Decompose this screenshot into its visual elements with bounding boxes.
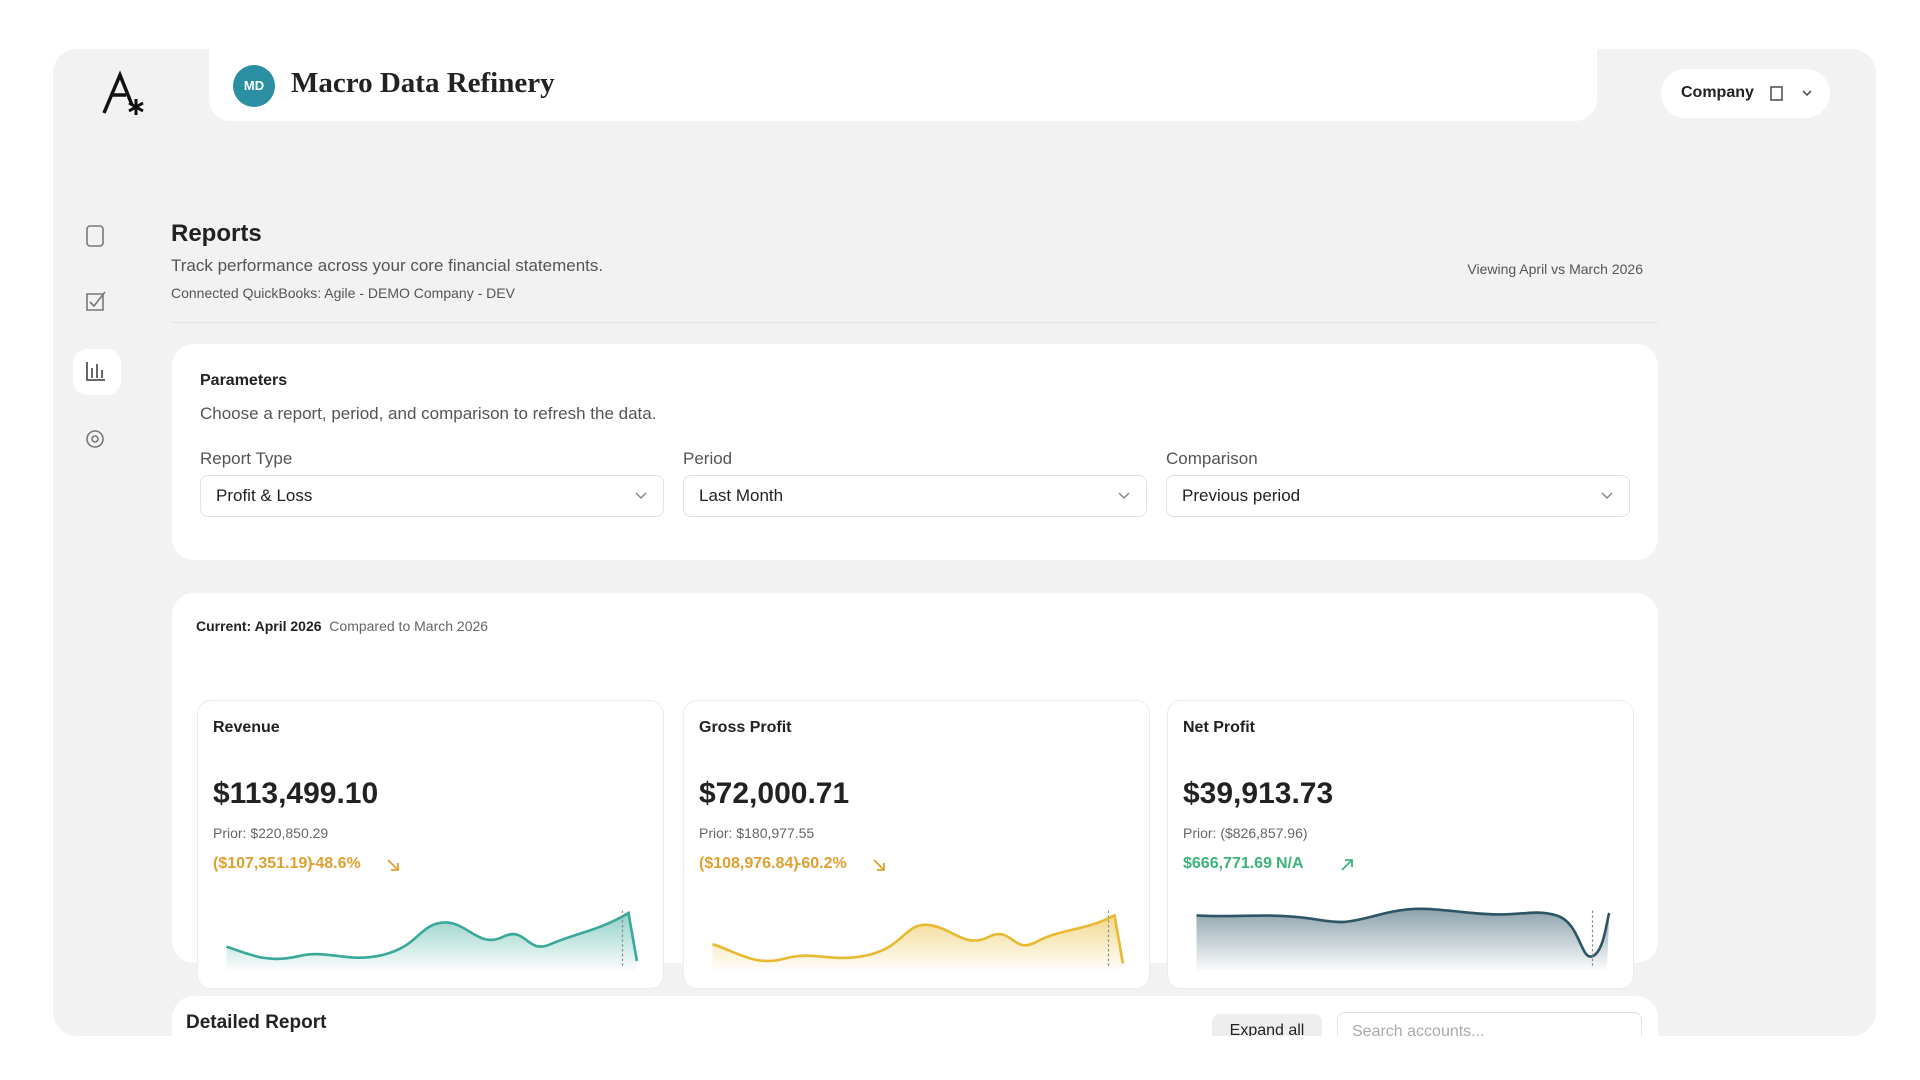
avatar: MD [233,65,275,107]
metric-change: $666,771.69 [1183,855,1272,872]
sparkline [226,910,639,971]
compared: Compared to March 2026 [329,618,489,634]
trend-icon [873,859,885,871]
select[interactable]: Profit & Loss [200,475,664,517]
detailed-card: Detailed Report Expand all Search accoun… [172,996,1658,1036]
field-label: Report Type [200,449,293,468]
metric-prior: Prior: $180,977.55 [699,825,815,841]
detailed-title: Detailed Report [186,1012,327,1033]
sparkline [712,910,1125,971]
metric-change-pct: -48.6% [310,855,361,872]
metric-card: Revenue $113,499.10 Prior: $220,850.29 ($10… [197,700,664,989]
metric-card: Net Profit $39,913.73 Prior: ($826,857.96)… [1167,700,1634,989]
sparkline [1196,907,1611,971]
nav-docs[interactable] [86,225,104,247]
trend-icon [387,859,399,871]
metric-value: $72,000.71 [699,777,850,810]
nav-tasks[interactable] [86,291,106,311]
page-title: Reports [171,220,262,247]
company-icons [1770,86,1812,101]
field-label: Comparison [1166,449,1258,468]
sidebar [73,225,121,448]
metric-value: $39,913.73 [1183,777,1334,810]
connection: Connected QuickBooks: Agile - DEMO Compa… [171,285,515,301]
company-menu[interactable]: Company [1661,69,1830,118]
nav-settings[interactable] [86,430,104,448]
metric-label: Revenue [213,719,280,736]
metric-prior: Prior: ($826,857.96) [1183,825,1308,841]
metric-change-pct: -60.2% [796,855,847,872]
metric-card: Gross Profit $72,000.71 Prior: $180,977.55… [683,700,1150,989]
field-label: Period [683,449,733,468]
chevron [635,492,647,500]
metric-prior: Prior: $220,850.29 [213,825,329,841]
nav-reports[interactable] [86,362,105,381]
divider [171,322,1658,323]
viewing: Viewing April vs March 2026 [1467,261,1643,277]
chevron [1118,492,1130,500]
app-title: Macro Data Refinery [291,67,555,99]
logo [102,70,144,115]
trend-icon [1341,859,1353,871]
select[interactable]: Previous period [1166,475,1630,517]
header-bar: MD Macro Data Refinery [209,49,1597,121]
page-subtitle: Track performance across your core finan… [171,256,604,275]
metric-label: Gross Profit [699,719,792,736]
metric-change: ($108,976.84) [699,855,799,872]
company-label: Company [1681,84,1754,101]
parameters-description: Choose a report, period, and comparison … [200,404,657,423]
search-input[interactable]: Search accounts... [1337,1012,1642,1036]
metric-label: Net Profit [1183,719,1255,736]
select[interactable]: Last Month [683,475,1147,517]
metric-change-pct: N/A [1276,855,1304,872]
parameters-title: Parameters [200,372,288,389]
period-line: Current: April 2026 Compared to March 20… [196,618,488,634]
parameters-card: Parameters Choose a report, period, and … [172,344,1658,560]
chevron [1601,492,1613,500]
metric-change: ($107,351.19) [213,855,313,872]
current: Current: April 2026 [196,618,322,634]
expand-button[interactable]: Expand all [1212,1014,1322,1036]
app-frame: MD Macro Data Refinery Company Reports T… [53,49,1876,1036]
metric-value: $113,499.10 [213,777,379,810]
summary-card: Current: April 2026 Compared to March 20… [172,593,1658,989]
